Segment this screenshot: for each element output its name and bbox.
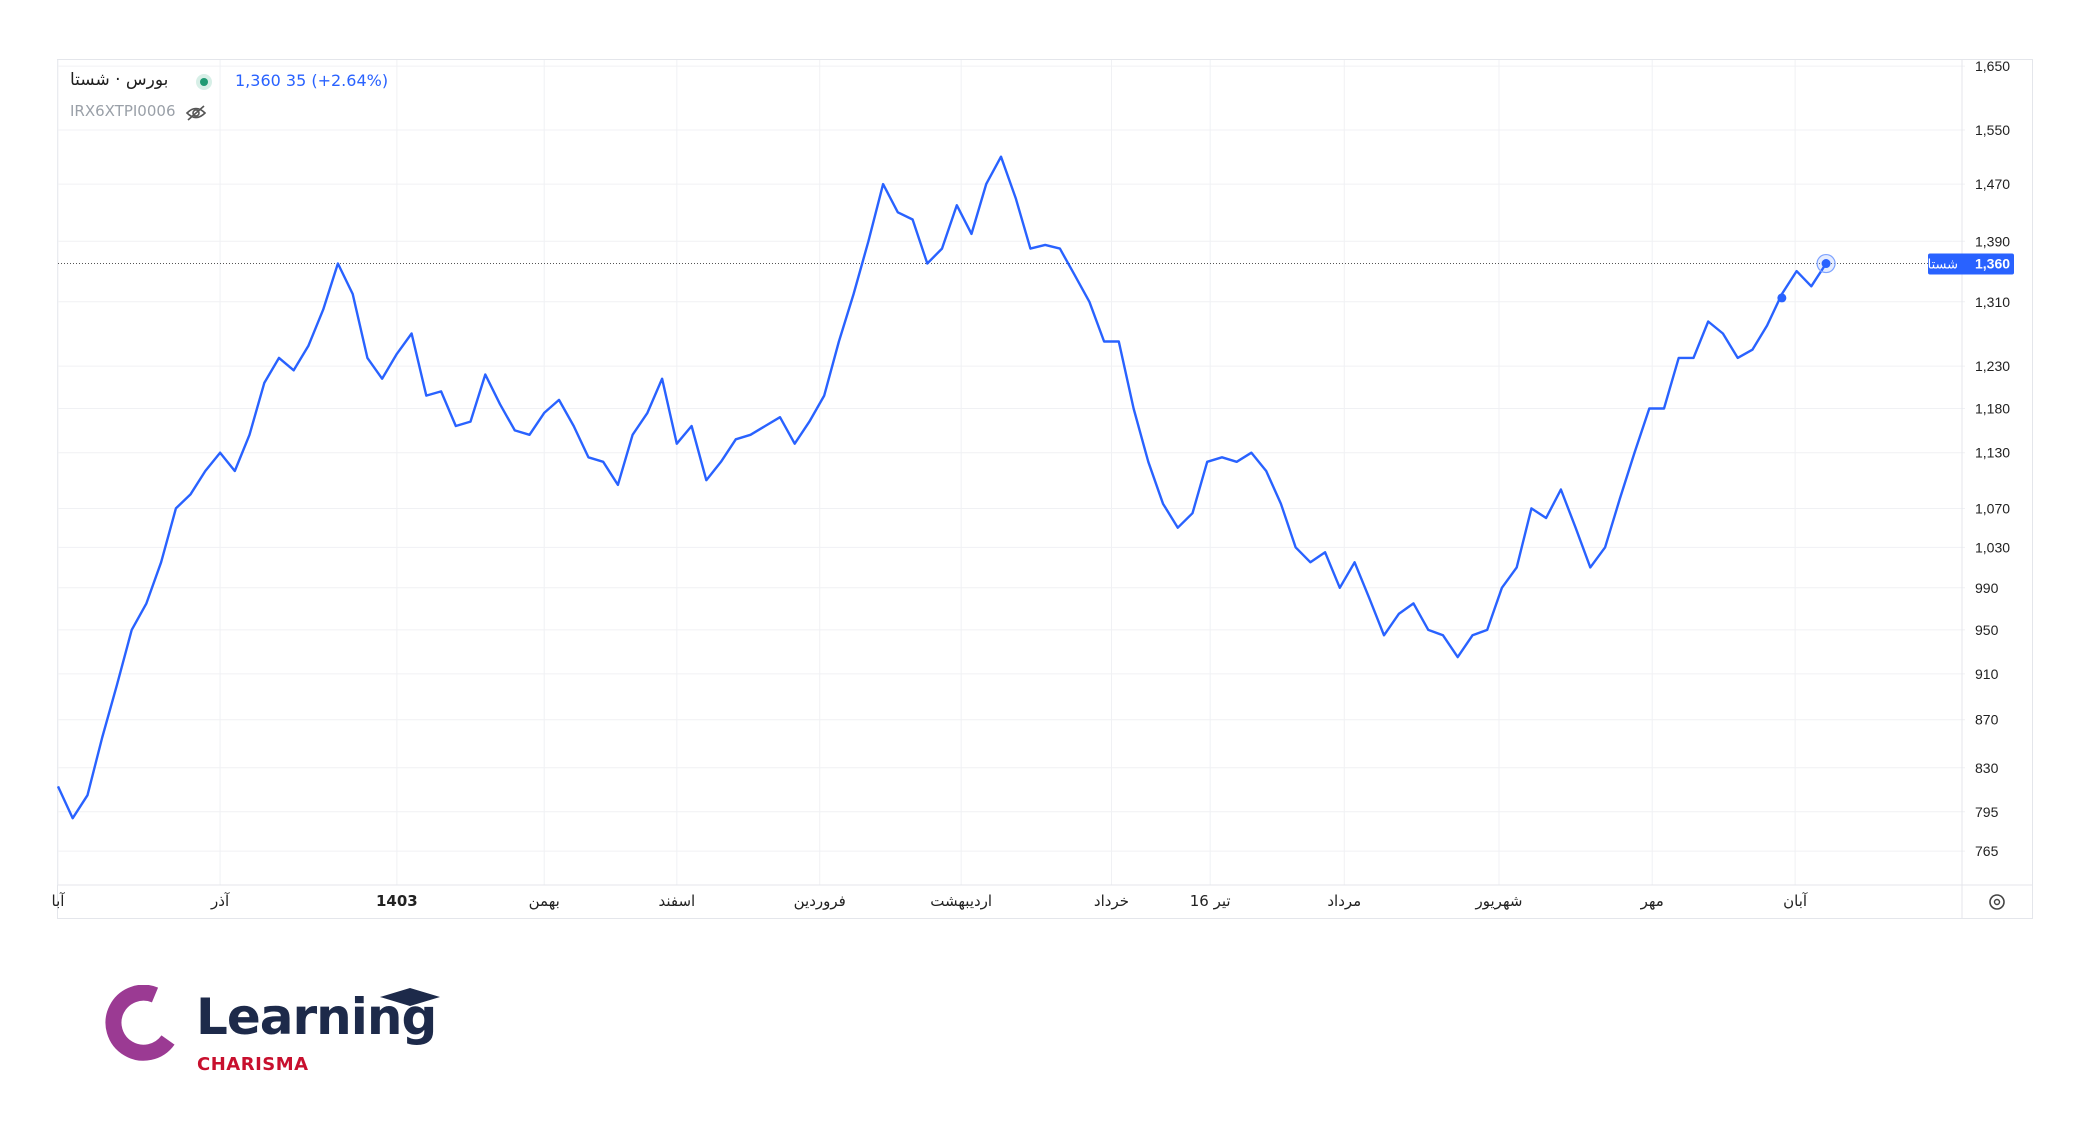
y-tick-label: 765 [1975, 843, 1999, 859]
learning-charisma-logo [105, 985, 440, 1061]
y-tick-label: 1,550 [1975, 122, 2010, 138]
settings-icon-center [1993, 898, 2001, 906]
y-tick-label: 1,310 [1975, 294, 2010, 310]
price-change-text: 1,360 35 (+2.64%) [235, 71, 388, 90]
y-tick-label: 910 [1975, 666, 1999, 682]
x-tick-label: اردیبهشت [930, 892, 992, 910]
y-tick-label: 1,470 [1975, 176, 2010, 192]
series-marker [1777, 293, 1787, 303]
y-tick-label: 1,030 [1975, 539, 2010, 555]
y-tick-label: 1,390 [1975, 233, 2010, 249]
settings-icon[interactable] [1989, 894, 2005, 910]
series-marker [1821, 259, 1831, 269]
x-tick-label: مهر [1640, 892, 1664, 910]
y-tick-label: 950 [1975, 622, 1999, 638]
chart-panel[interactable] [57, 59, 2033, 919]
x-tick-label: فروردین [794, 892, 846, 910]
last-price: 1,360 [235, 71, 281, 90]
price-series-line [56, 155, 1828, 820]
y-tick-label: 1,180 [1975, 401, 2010, 417]
symbol-name: بورس · شستا [70, 70, 169, 90]
x-tick-label: مرداد [1327, 892, 1361, 910]
y-tick-label: 1,650 [1975, 58, 2010, 74]
isin-code: IRX6XTPI0006 [70, 102, 176, 120]
price-change: 35 (+2.64%) [285, 71, 389, 90]
x-tick-label: آذر [210, 892, 230, 910]
x-tick-label: آبا [52, 892, 66, 910]
y-tick-label: 1,070 [1975, 500, 2010, 516]
y-tick-label: 795 [1975, 804, 1999, 820]
price-tag-value: 1,360 [1975, 256, 2010, 272]
x-tick-label: شهریور [1475, 892, 1523, 910]
y-tick-label: 990 [1975, 580, 1999, 596]
y-tick-label: 1,230 [1975, 358, 2010, 374]
x-tick-label: اسفند [658, 892, 695, 910]
x-tick-label: بهمن [529, 892, 560, 910]
y-tick-label: 830 [1975, 760, 1999, 776]
x-tick-label: خرداد [1094, 892, 1129, 910]
status-dot-icon [196, 74, 212, 90]
logo-word: Learning [196, 988, 437, 1046]
x-tick-label: آبان [1783, 892, 1808, 910]
logo-subtitle: CHARISMA [197, 1054, 309, 1075]
y-tick-label: 870 [1975, 712, 1999, 728]
x-tick-label: 1403 [376, 892, 418, 910]
price-tag [1928, 253, 2014, 275]
y-tick-label: 1,130 [1975, 445, 2010, 461]
eye-off-icon[interactable] [185, 104, 207, 122]
x-tick-label: 16 تیر [1190, 892, 1231, 910]
price-tag-name: شستا [1928, 258, 1958, 273]
